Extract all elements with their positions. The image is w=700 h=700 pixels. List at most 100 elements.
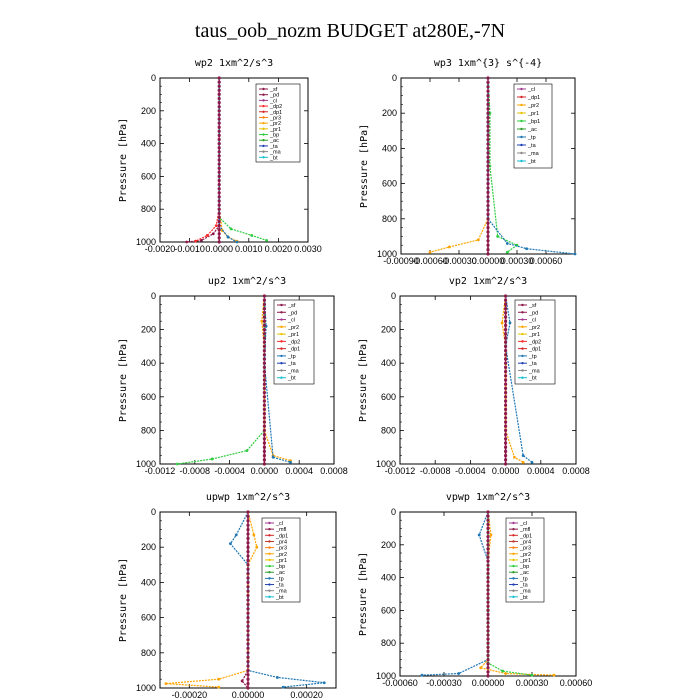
profile-marker <box>262 328 266 332</box>
legend-label: _tp <box>275 576 284 582</box>
profile-marker <box>504 441 508 445</box>
profile-marker <box>262 315 266 319</box>
legend-label: _ma <box>275 589 288 595</box>
legend-label: _pr4 <box>275 539 287 545</box>
series-point <box>176 462 179 466</box>
profile-marker <box>486 633 490 637</box>
profile-marker <box>504 403 508 407</box>
legend-label: _dp2 <box>287 339 300 345</box>
profile-marker <box>504 311 508 315</box>
y-tick-label: 1000 <box>376 459 396 469</box>
y-tick-label: 1000 <box>376 671 396 681</box>
legend-marker <box>512 540 515 543</box>
profile-marker <box>486 111 490 115</box>
legend-label: _dp1 <box>269 110 282 116</box>
legend-label: _ma <box>528 368 541 374</box>
profile-marker <box>246 523 250 527</box>
profile-marker <box>262 349 266 353</box>
legend-label: _ta <box>528 361 538 367</box>
profile-marker <box>486 604 490 608</box>
profile-marker <box>246 611 250 615</box>
profile-marker <box>246 616 250 620</box>
legend-marker <box>521 369 524 372</box>
profile-marker <box>217 183 221 187</box>
legend-label: _pd <box>269 93 279 99</box>
legend-marker <box>512 546 515 549</box>
legend-marker <box>280 369 283 372</box>
y-tick-label: 800 <box>141 648 156 658</box>
profile-marker <box>486 600 490 604</box>
profile-marker <box>217 84 221 88</box>
profile-marker <box>262 332 266 336</box>
x-tick-label: 0.0000 <box>205 244 233 254</box>
series-line-pr2 <box>165 511 258 688</box>
legend-label: _pr4 <box>519 539 531 545</box>
profile-marker <box>486 547 490 551</box>
profile-marker <box>486 155 490 159</box>
profile-marker <box>504 340 508 344</box>
y-tick-label: 0 <box>391 291 396 301</box>
profile-marker <box>246 563 250 567</box>
profile-marker <box>486 243 490 247</box>
profile-marker <box>246 668 250 673</box>
profile-marker <box>262 365 266 369</box>
profile-marker <box>217 121 221 125</box>
legend-marker <box>268 527 271 531</box>
legend-marker <box>521 376 524 379</box>
legend-label: _ma <box>287 368 300 374</box>
legend-marker <box>520 111 523 115</box>
x-tick-label: 0.0020 <box>265 244 293 254</box>
profile-marker <box>217 80 221 84</box>
profile-marker <box>486 666 490 670</box>
legend-label: _tp <box>528 354 537 360</box>
y-tick-label: 1000 <box>136 459 156 469</box>
y-tick-label: 0 <box>391 507 396 517</box>
profile-marker <box>504 412 508 416</box>
legend-label: _tp <box>527 135 536 141</box>
profile-marker <box>486 526 490 531</box>
legend-label: _ma <box>269 150 282 156</box>
profile-marker <box>486 221 490 225</box>
legend-marker <box>521 332 524 336</box>
profile-marker <box>486 186 490 190</box>
legend-label: _pr1 <box>269 127 281 133</box>
legend-label: _bp <box>519 564 529 570</box>
legend-marker <box>280 311 283 314</box>
profile-marker <box>486 76 490 80</box>
profile-marker <box>246 576 250 580</box>
profile-marker <box>262 433 266 437</box>
legend-marker <box>512 595 515 599</box>
x-tick-label: -0.0020 <box>145 244 176 254</box>
x-tick-label: 0.0000 <box>492 466 520 476</box>
profile-marker <box>486 584 490 588</box>
y-tick-label: 600 <box>141 171 156 181</box>
profile-marker <box>217 101 221 105</box>
legend-marker <box>268 558 271 562</box>
series-point <box>525 247 529 251</box>
plot-title: wp3 1xm^{3} s^{-4} <box>434 58 542 69</box>
profile-marker <box>217 142 221 146</box>
legend-label: _ma <box>527 151 540 157</box>
series-point <box>504 672 507 675</box>
x-tick-label: 0.0004 <box>527 466 555 476</box>
series-point <box>552 673 556 677</box>
profile-marker <box>217 125 221 129</box>
profile-marker <box>504 328 508 332</box>
x-tick-label: 0.00000 <box>232 690 265 700</box>
legend-marker <box>280 318 283 321</box>
y-axis-label: Pressure [hPa] <box>358 552 369 636</box>
legend-label: _dp2 <box>528 339 541 345</box>
profile-marker <box>262 361 266 365</box>
series-point <box>275 676 279 679</box>
profile-marker <box>486 625 490 629</box>
legend-label: _pd <box>287 310 297 316</box>
profile-marker <box>262 441 266 445</box>
series-point <box>185 240 189 244</box>
profile-marker <box>262 454 266 458</box>
legend-marker <box>520 135 523 139</box>
y-tick-label: 1000 <box>136 683 156 693</box>
profile-marker <box>262 319 266 323</box>
profile-marker <box>504 294 508 298</box>
series-point <box>457 672 461 675</box>
series-point <box>489 533 493 537</box>
